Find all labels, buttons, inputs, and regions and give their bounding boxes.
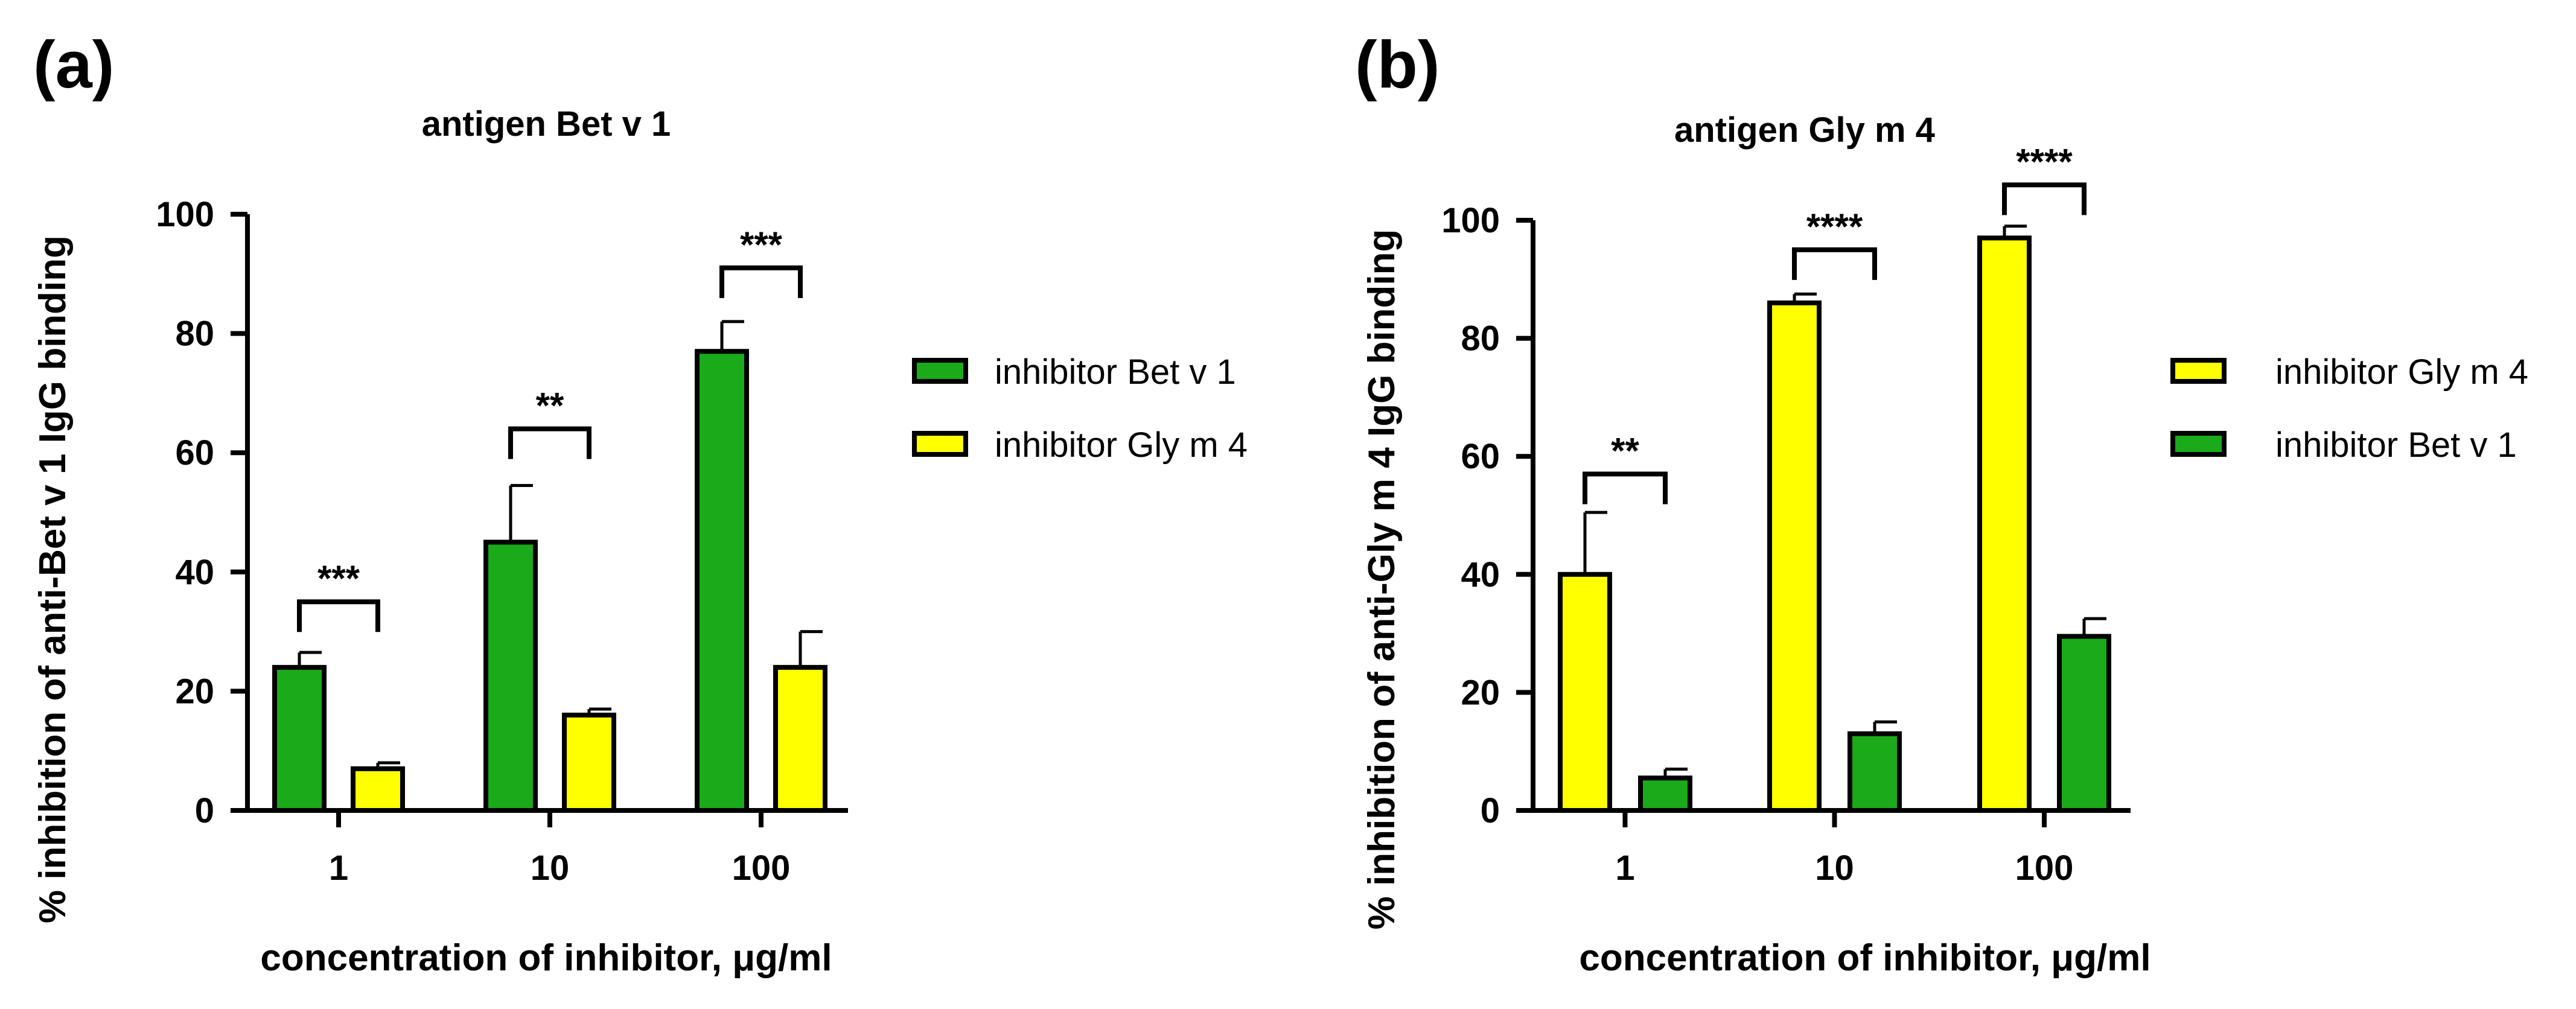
y-tick-label-60: 60 <box>175 433 214 473</box>
legend-swatch-bet-v-1 <box>2170 431 2227 457</box>
significance-bracket <box>1583 471 1668 505</box>
y-tick-label-100: 100 <box>1441 201 1500 240</box>
bar-inhibitor-bet-v-1-10 <box>483 540 538 813</box>
legend-entry-bet-v-1: inhibitor Bet v 1 <box>2275 425 2517 465</box>
legend-entry-gly-m-4: inhibitor Gly m 4 <box>995 425 1248 465</box>
bar-inhibitor-bet-v-1-1 <box>1638 775 1692 813</box>
legend-swatch-bet-v-1 <box>912 358 968 384</box>
significance-bracket <box>1792 247 1877 280</box>
significance-label: **** <box>2016 141 2073 182</box>
significance-bracket <box>508 426 591 459</box>
significance-bracket <box>297 599 380 632</box>
y-tick-label-0: 0 <box>1481 791 1500 830</box>
panel-a-label: (a) <box>33 28 114 102</box>
significance-bracket <box>719 265 803 298</box>
panel-a-significance: ******** <box>297 224 803 632</box>
y-tick-label-0: 0 <box>195 791 214 830</box>
panel-a-axes: 0 20 40 60 80 100 1 10 100 <box>156 195 848 888</box>
panel-a-title: antigen Bet v 1 <box>422 104 671 144</box>
y-tick-label-80: 80 <box>1461 319 1500 358</box>
legend-entry-bet-v-1: inhibitor Bet v 1 <box>995 352 1236 392</box>
bar-inhibitor-bet-v-1-10 <box>1848 731 1902 813</box>
panel-a-x-axis-label: concentration of inhibitor, μg/ml <box>260 937 832 979</box>
panel-b-significance: ********** <box>1583 141 2087 505</box>
x-tick-label-1: 1 <box>329 848 348 888</box>
y-tick-label-40: 40 <box>175 553 214 592</box>
significance-label: *** <box>740 224 783 265</box>
bar-inhibitor-bet-v-1-100 <box>2057 634 2111 813</box>
y-tick-label-60: 60 <box>1461 437 1500 476</box>
panel-a-legend: inhibitor Bet v 1 inhibitor Gly m 4 <box>912 352 1248 465</box>
panel-b-label: (b) <box>1355 28 1439 102</box>
x-tick-label-10: 10 <box>1815 848 1854 888</box>
panel-a: (a) antigen Bet v 1 % inhibition of anti… <box>32 28 1248 979</box>
significance-label: ** <box>1611 431 1639 471</box>
x-tick-label-100: 100 <box>732 848 791 888</box>
bar-inhibitor-bet-v-1-1 <box>272 664 327 813</box>
y-tick-label-20: 20 <box>1461 673 1500 712</box>
bar-inhibitor-gly-m-4-100 <box>773 664 827 813</box>
panel-b-legend: inhibitor Gly m 4 inhibitor Bet v 1 <box>2170 352 2528 465</box>
x-tick-label-1: 1 <box>1615 848 1634 888</box>
bar-inhibitor-gly-m-4-10 <box>562 712 616 813</box>
significance-label: ** <box>536 386 564 426</box>
y-tick-label-100: 100 <box>156 195 214 234</box>
legend-swatch-gly-m-4 <box>2170 358 2227 384</box>
significance-label: **** <box>1806 206 1863 247</box>
x-tick-label-10: 10 <box>531 848 570 888</box>
bar-inhibitor-gly-m-4-1 <box>1558 571 1612 813</box>
legend-swatch-gly-m-4 <box>912 431 968 457</box>
y-tick-label-40: 40 <box>1461 555 1500 594</box>
y-tick-label-20: 20 <box>175 672 214 711</box>
significance-label: *** <box>317 558 360 599</box>
legend-entry-gly-m-4: inhibitor Gly m 4 <box>2275 352 2528 392</box>
bar-inhibitor-bet-v-1-100 <box>695 349 749 813</box>
bar-inhibitor-gly-m-4-100 <box>1977 235 2032 813</box>
y-tick-label-80: 80 <box>175 314 214 354</box>
panel-b: (b) antigen Gly m 4 % inhibition of anti… <box>1355 28 2528 979</box>
panel-b-y-axis-label: % inhibition of anti-Gly m 4 IgG binding <box>1361 229 1403 930</box>
panel-b-x-axis-label: concentration of inhibitor, μg/ml <box>1579 937 2150 979</box>
bar-inhibitor-gly-m-4-1 <box>351 766 405 813</box>
panel-a-y-axis-label: % inhibition of anti-Bet v 1 IgG binding <box>32 235 74 923</box>
panel-b-title: antigen Gly m 4 <box>1674 110 1935 150</box>
panel-b-bars <box>1558 224 2111 813</box>
x-tick-label-100: 100 <box>2015 848 2074 888</box>
bar-inhibitor-gly-m-4-10 <box>1767 300 1822 813</box>
panel-a-bars <box>272 320 827 813</box>
significance-bracket <box>2002 182 2087 215</box>
